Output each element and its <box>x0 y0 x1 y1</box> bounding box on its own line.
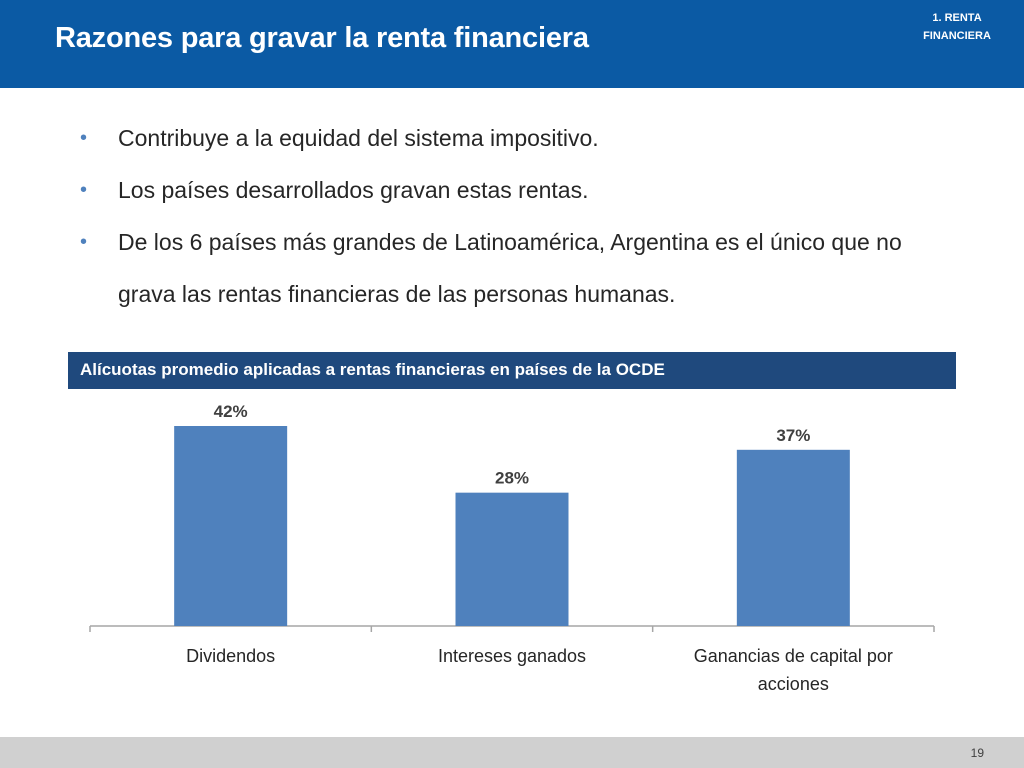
chart-banner: Alícuotas promedio aplicadas a rentas fi… <box>68 352 956 389</box>
chart-bar <box>736 449 850 626</box>
section-tag-line-1: 1. RENTA <box>932 12 982 24</box>
category-label: acciones <box>758 674 829 694</box>
page-title: Razones para gravar la renta financiera <box>55 22 589 54</box>
bullet-item: • Contribuye a la equidad del sistema im… <box>80 112 960 164</box>
category-label: Ganancias de capital por <box>694 646 893 666</box>
chart-banner-title: Alícuotas promedio aplicadas a rentas fi… <box>80 360 665 379</box>
bullet-text: De los 6 países más grandes de Latinoamé… <box>118 229 902 307</box>
section-tag-line-2: FINANCIERA <box>923 30 991 42</box>
footer-bar: 19 <box>0 737 1024 768</box>
bar-data-label: 28% <box>495 469 529 488</box>
slide-header: Razones para gravar la renta financiera … <box>0 0 1024 88</box>
bullet-item: • De los 6 países más grandes de Latinoa… <box>80 216 960 320</box>
bullet-text: Contribuye a la equidad del sistema impo… <box>118 125 599 151</box>
bullet-marker: • <box>80 231 88 253</box>
category-label: Intereses ganados <box>438 646 586 666</box>
bullet-list: • Contribuye a la equidad del sistema im… <box>80 112 960 320</box>
bar-chart: 42% Dividendos 28% Intereses ganados 37% Gana… <box>89 402 935 694</box>
category-label: Dividendos <box>186 646 275 666</box>
chart-bar <box>174 426 288 626</box>
bar-data-label: 42% <box>214 402 248 421</box>
section-tag: 1. RENTA FINANCIERA <box>902 9 1012 45</box>
chart-bar <box>455 492 569 626</box>
bullet-text: Los países desarrollados gravan estas re… <box>118 177 589 203</box>
bullet-marker: • <box>80 179 88 201</box>
bullet-marker: • <box>80 127 88 149</box>
bar-data-label: 37% <box>776 426 810 445</box>
page-number: 19 <box>970 746 984 760</box>
bullet-item: • Los países desarrollados gravan estas … <box>80 164 960 216</box>
